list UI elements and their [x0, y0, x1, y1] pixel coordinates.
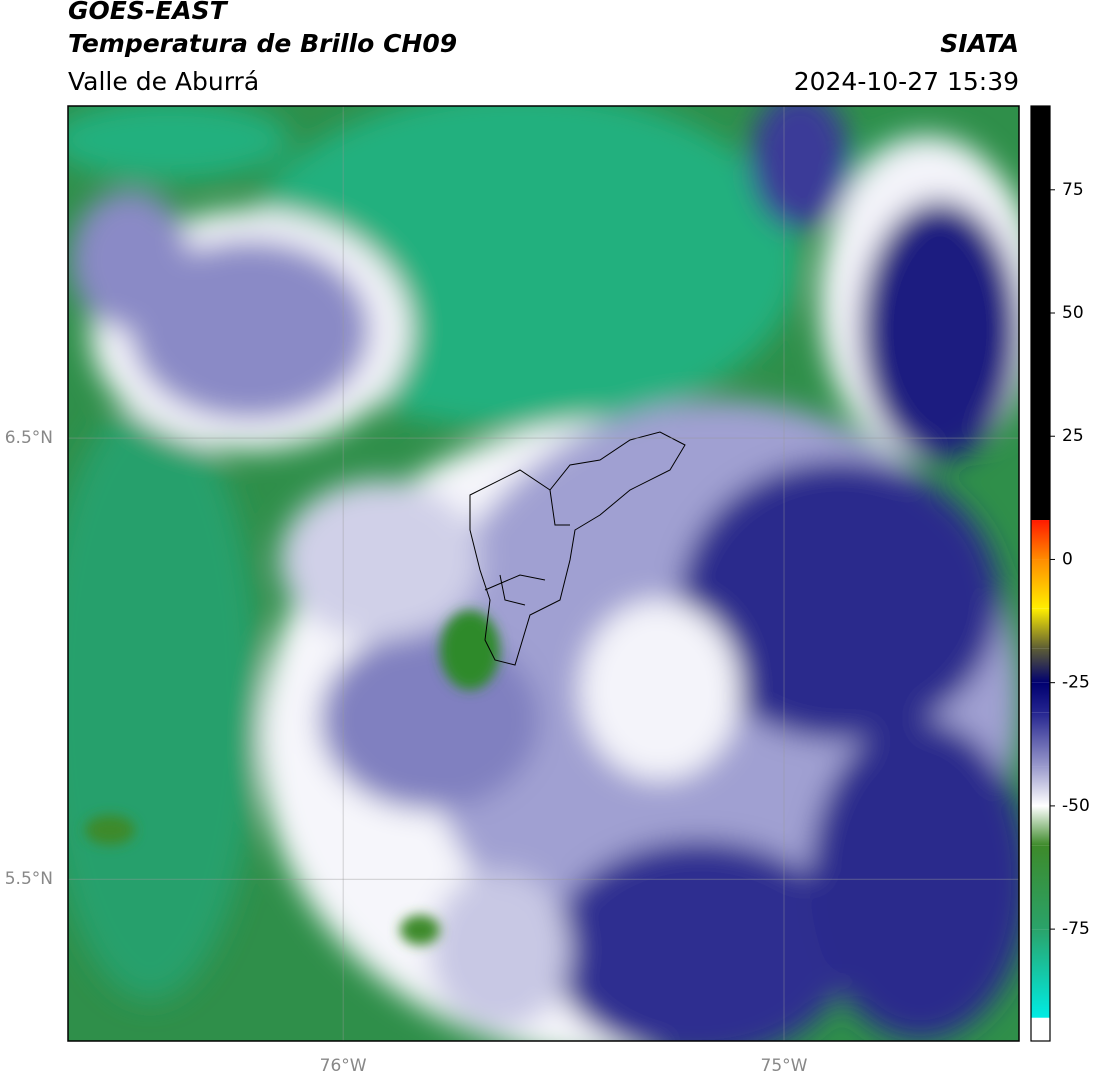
colorbar-tick-label: 50 — [1062, 303, 1084, 323]
colorbar-segment — [1031, 1017, 1050, 1041]
colorbar-tick-label: -25 — [1062, 673, 1090, 693]
grid — [68, 106, 1019, 1041]
subtitle: Temperatura de Brillo CH09 — [68, 29, 457, 58]
colorbar-segment — [1031, 845, 1050, 930]
basin-outline — [469, 431, 686, 666]
colorbar — [1031, 106, 1055, 1041]
satellite-image — [68, 106, 1019, 1041]
colorbar-segment — [1031, 929, 1050, 1018]
y-tick-label: 6.5°N — [5, 428, 53, 448]
colorbar-segment — [1031, 520, 1050, 560]
colorbar-tick-label: 75 — [1062, 180, 1084, 200]
colorbar-segment — [1031, 106, 1050, 521]
map-frame — [67, 105, 1020, 1042]
y-tick-label: 5.5°N — [5, 869, 53, 889]
x-tick-label: 76°W — [320, 1056, 367, 1076]
colorbar-tick-label: 0 — [1062, 549, 1073, 569]
colorbar-segment — [1031, 766, 1050, 806]
colorbar-tick-label: 25 — [1062, 426, 1084, 446]
colorbar-tick-label: -75 — [1062, 919, 1090, 939]
colorbar-segment — [1031, 682, 1050, 713]
region: Valle de Aburrá — [68, 67, 259, 96]
colorbar-segment — [1031, 608, 1050, 649]
colorbar-segment — [1031, 648, 1050, 683]
colorbar-frame — [1030, 105, 1051, 1042]
colorbar-segment — [1031, 712, 1050, 767]
x-tick-label: 75°W — [761, 1056, 808, 1076]
colorbar-tick-label: -50 — [1062, 796, 1090, 816]
datetime: 2024-10-27 15:39 — [794, 67, 1019, 96]
colorbar-segment — [1031, 559, 1050, 609]
colorbar-segment — [1031, 805, 1050, 846]
source: SIATA — [940, 29, 1019, 58]
title: GOES-EAST — [68, 0, 229, 25]
